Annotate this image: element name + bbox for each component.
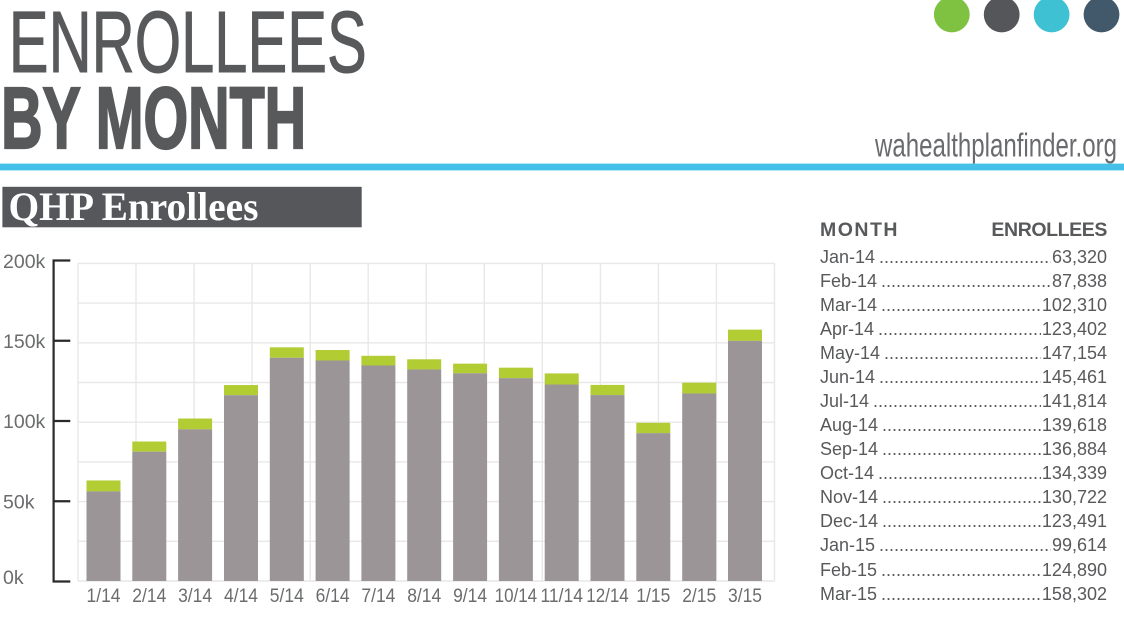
svg-text:5/14: 5/14 bbox=[270, 585, 304, 607]
svg-text:7/14: 7/14 bbox=[361, 585, 395, 607]
svg-text:200k: 200k bbox=[3, 251, 46, 273]
svg-text:10/14: 10/14 bbox=[495, 585, 538, 607]
svg-text:11/14: 11/14 bbox=[540, 585, 583, 607]
svg-text:wahealthplanfinder.org: wahealthplanfinder.org bbox=[874, 127, 1117, 164]
svg-text:3/14: 3/14 bbox=[178, 585, 212, 607]
svg-text:ENROLLEES: ENROLLEES bbox=[9, 0, 367, 91]
svg-text:2/15: 2/15 bbox=[682, 585, 716, 607]
svg-text:6/14: 6/14 bbox=[316, 585, 350, 607]
svg-text:2/14: 2/14 bbox=[132, 585, 166, 607]
svg-text:3/15: 3/15 bbox=[728, 585, 762, 607]
svg-text:100k: 100k bbox=[3, 411, 46, 433]
svg-text:9/14: 9/14 bbox=[453, 585, 487, 607]
svg-text:150k: 150k bbox=[3, 331, 46, 353]
svg-text:1/14: 1/14 bbox=[87, 585, 121, 607]
svg-text:0k: 0k bbox=[3, 567, 24, 589]
svg-text:4/14: 4/14 bbox=[224, 585, 258, 607]
svg-text:8/14: 8/14 bbox=[407, 585, 441, 607]
svg-text:12/14: 12/14 bbox=[586, 585, 629, 607]
svg-text:1/15: 1/15 bbox=[636, 585, 670, 607]
svg-text:QHP Enrollees: QHP Enrollees bbox=[9, 184, 259, 229]
svg-text:50k: 50k bbox=[3, 491, 35, 513]
svg-text:BY MONTH: BY MONTH bbox=[1, 70, 306, 167]
